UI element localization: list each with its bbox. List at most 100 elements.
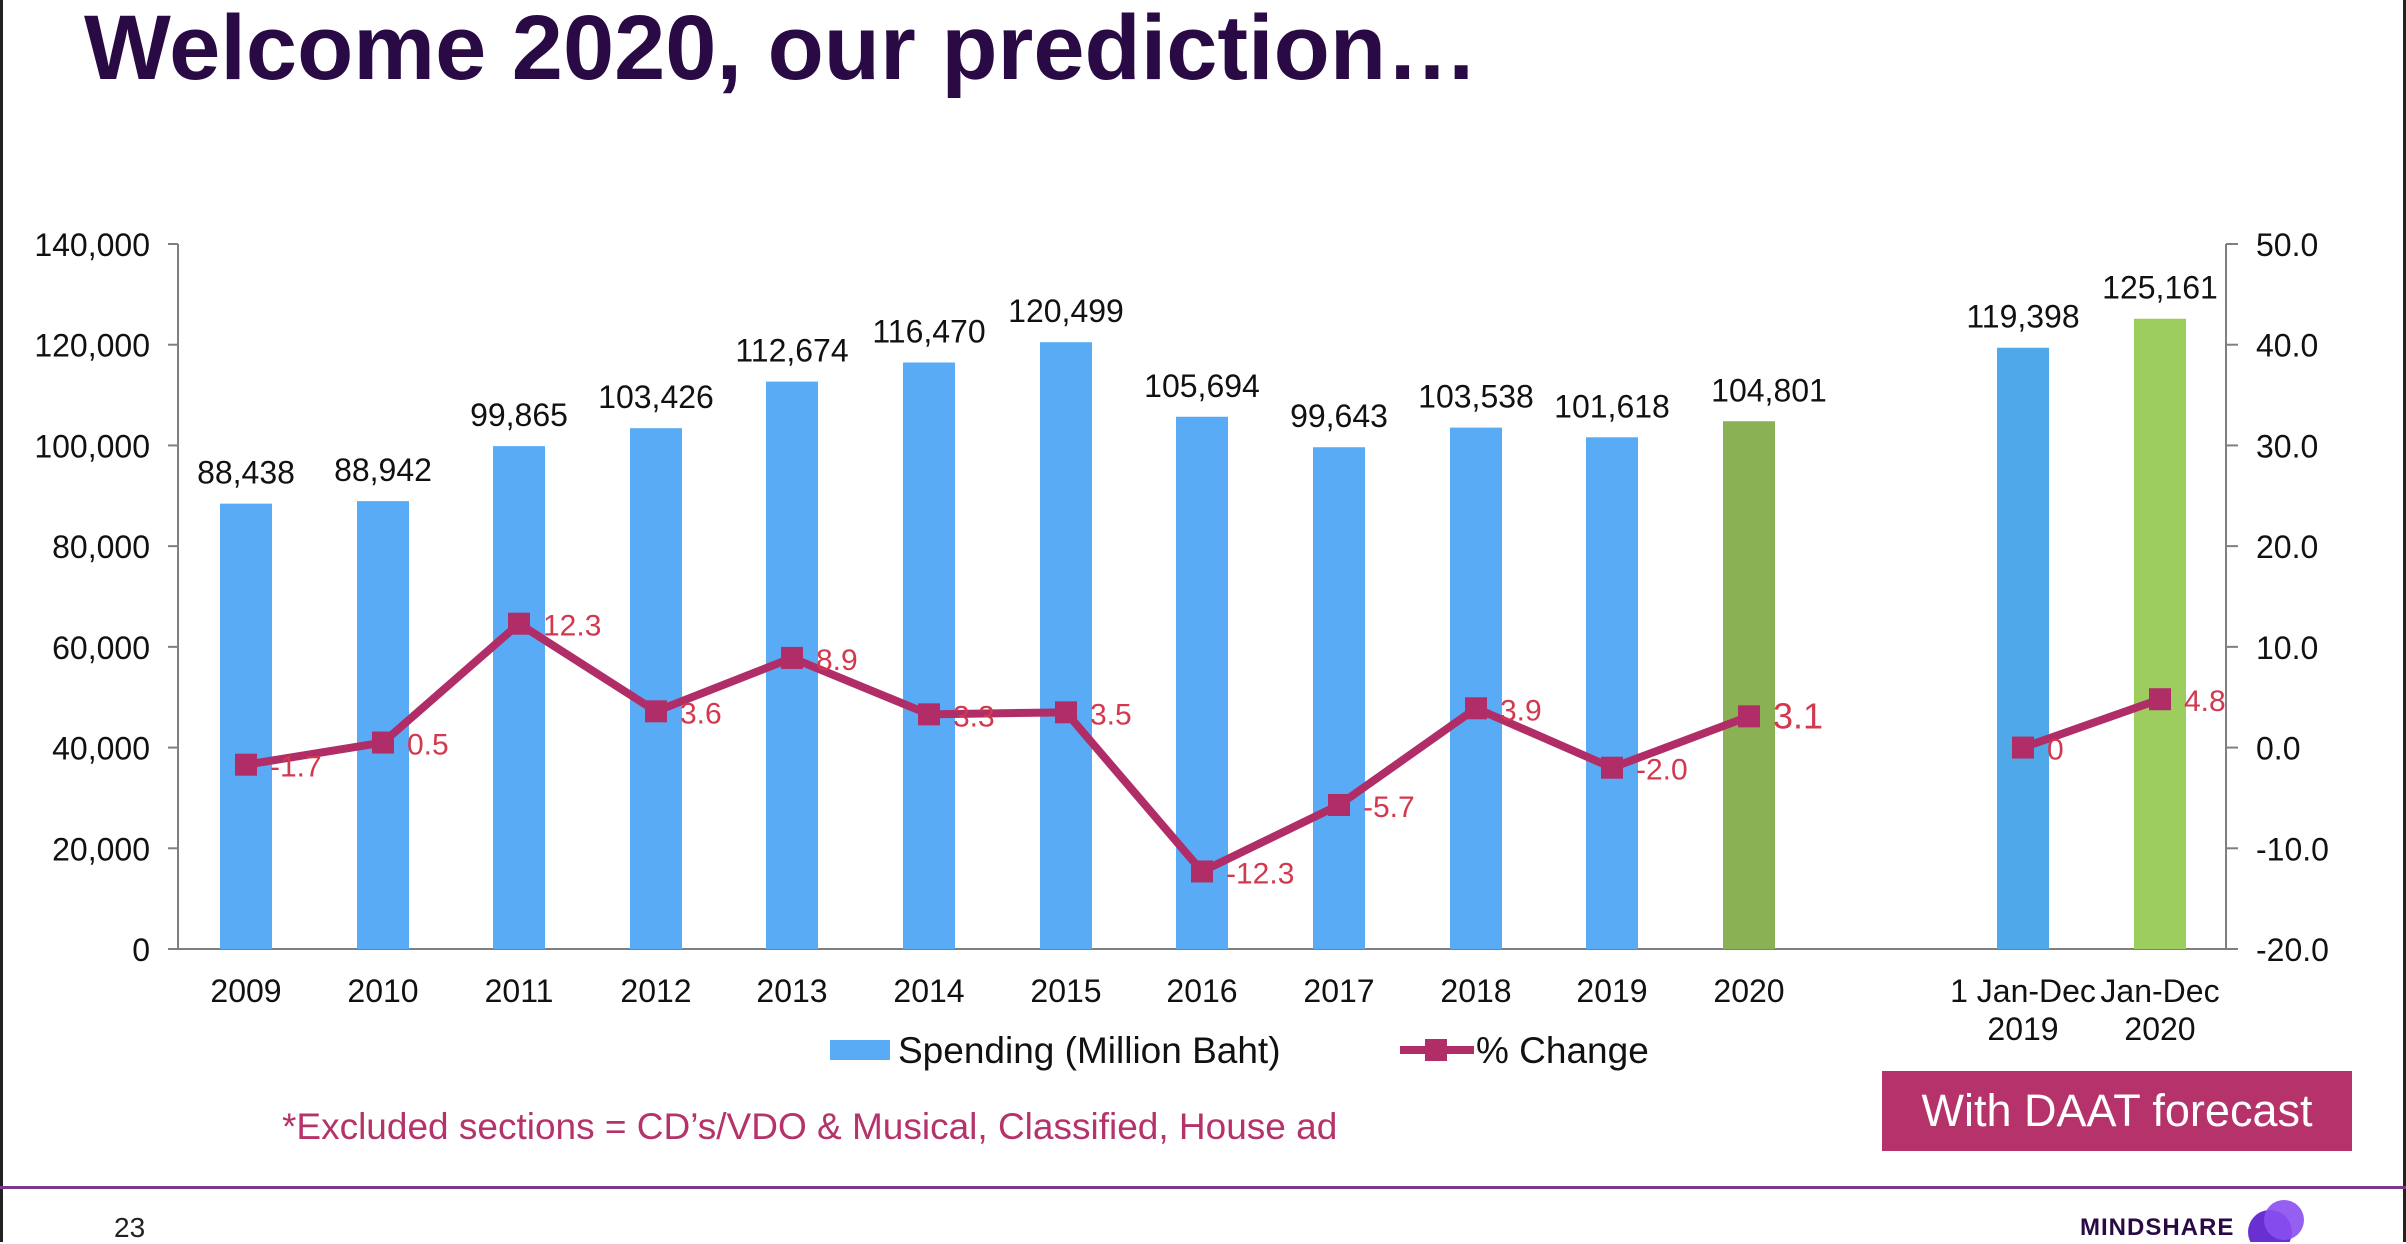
pct-change-label: 3.5 xyxy=(1090,698,1132,731)
y-right-tick-label: 50.0 xyxy=(2256,227,2318,263)
pct-change-label: -2.0 xyxy=(1636,754,1688,787)
pct-change-marker xyxy=(1738,705,1760,728)
pct-change-marker xyxy=(235,753,257,776)
x-tick-label: 2019 xyxy=(1987,1011,2058,1047)
x-tick-label: 2010 xyxy=(347,973,418,1009)
bar-2011 xyxy=(493,446,545,949)
y-right-tick-label: -20.0 xyxy=(2256,932,2329,968)
bar-value-label: 103,426 xyxy=(598,379,714,415)
bar-value-label: 99,643 xyxy=(1290,398,1388,434)
bar-value-label: 125,161 xyxy=(2102,270,2218,306)
bar-value-label: 99,865 xyxy=(470,397,568,433)
y-right-tick-label: 40.0 xyxy=(2256,328,2318,364)
pct-change-marker xyxy=(2149,688,2171,711)
y-left-tick-label: 80,000 xyxy=(52,529,150,565)
pct-change-marker xyxy=(372,731,394,754)
pct-change-marker xyxy=(918,703,940,726)
bar-value-label: 112,674 xyxy=(735,333,848,369)
slide-frame-left xyxy=(0,0,3,1242)
x-tick-label: 2018 xyxy=(1440,973,1511,1009)
bar-2014 xyxy=(903,362,955,949)
y-left-tick-label: 100,000 xyxy=(34,428,150,464)
bar-value-label: 119,398 xyxy=(1966,299,2079,335)
x-tick-label: 2013 xyxy=(756,973,827,1009)
page-number: 23 xyxy=(114,1212,146,1243)
x-tick-label: 2012 xyxy=(620,973,691,1009)
pct-change-marker xyxy=(1055,701,1077,724)
pct-change-marker xyxy=(1328,793,1350,816)
pct-change-label: -5.7 xyxy=(1363,791,1415,824)
bar-value-label: 120,499 xyxy=(1008,293,1124,329)
y-left-tick-label: 20,000 xyxy=(52,831,150,867)
y-right-tick-label: 30.0 xyxy=(2256,428,2318,464)
pct-change-marker xyxy=(781,646,803,669)
bar-value-label: 103,538 xyxy=(1418,379,1534,415)
slide-frame-right xyxy=(2403,0,2406,1242)
pct-change-label: -12.3 xyxy=(1226,857,1294,890)
y-left-tick-label: 40,000 xyxy=(52,731,150,767)
bar-2012 xyxy=(630,428,682,949)
pct-change-label: 0.5 xyxy=(407,729,449,762)
brand-mark-icon xyxy=(2240,1200,2305,1242)
x-tick-label: 2017 xyxy=(1303,973,1374,1009)
y-left-tick-label: 120,000 xyxy=(34,328,150,364)
pct-change-marker xyxy=(508,612,530,635)
pct-change-marker xyxy=(645,700,667,723)
x-tick-label: 2014 xyxy=(893,973,964,1009)
y-right-tick-label: 10.0 xyxy=(2256,630,2318,666)
legend-label-pct-change: % Change xyxy=(1476,1030,1649,1071)
y-left-tick-label: 60,000 xyxy=(52,630,150,666)
chart-legend: Spending (Million Baht) % Change xyxy=(830,1030,1649,1071)
x-tick-labels: 2009 2010 2011 2012 2013 2014 2015 2016 2017 2018… xyxy=(210,973,2219,1047)
pct-change-marker xyxy=(1465,697,1487,720)
x-tick-label: 2019 xyxy=(1576,973,1647,1009)
bar-1-jan-dec-2019 xyxy=(1997,347,2049,949)
x-tick-label: 2015 xyxy=(1030,973,1101,1009)
daat-forecast-badge: With DAAT forecast xyxy=(1882,1071,2352,1151)
bar-value-label: 88,942 xyxy=(334,452,432,488)
bar-2020 xyxy=(1723,421,1775,950)
brand-name: MINDSHARE xyxy=(2080,1214,2235,1241)
x-tick-label: 2011 xyxy=(485,973,554,1009)
x-tick-label: 1 Jan-Dec xyxy=(1950,973,2096,1009)
y-right-tick-label: -10.0 xyxy=(2256,831,2329,867)
bar-value-label: 105,694 xyxy=(1144,368,1260,404)
x-tick-label: Jan-Dec xyxy=(2100,973,2219,1009)
pct-change-label: 8.9 xyxy=(816,644,858,677)
pct-change-label: 12.3 xyxy=(543,610,601,643)
legend-swatch-marker xyxy=(1425,1039,1447,1061)
footnote: *Excluded sections = CD’s/VDO & Musical,… xyxy=(282,1106,1338,1147)
bar-jan-dec-2020 xyxy=(2134,318,2186,949)
pct-change-label: 3.9 xyxy=(1500,694,1542,727)
bar-value-label: 116,470 xyxy=(872,313,985,349)
bar-2009 xyxy=(220,503,272,949)
bar-2019 xyxy=(1586,437,1638,949)
page-title: Welcome 2020, our prediction… xyxy=(84,0,1479,99)
pct-change-label: 3.1 xyxy=(1773,695,1823,736)
y-right-tick-label: 20.0 xyxy=(2256,529,2318,565)
pct-change-line-annual xyxy=(245,619,1751,876)
bar-value-label: 104,801 xyxy=(1711,372,1827,408)
bar-2018 xyxy=(1450,427,1502,950)
pct-change-label: 4.8 xyxy=(2184,685,2226,718)
pct-change-label: -1.7 xyxy=(270,751,322,784)
bar-2015 xyxy=(1040,342,1092,949)
x-tick-label: 2020 xyxy=(1713,973,1784,1009)
bar-series xyxy=(220,318,2186,950)
bar-value-label: 101,618 xyxy=(1554,388,1670,424)
bar-data-labels: 88,438 88,942 99,865 103,426 112,674 116,470 1… xyxy=(197,270,2218,491)
y-right-tick-label: 0.0 xyxy=(2256,731,2300,767)
pct-change-line-jan-dec xyxy=(2021,695,2162,752)
pct-change-marker xyxy=(1601,756,1623,779)
pct-change-marker xyxy=(2012,736,2034,759)
brand-logo: MINDSHARE xyxy=(2080,1200,2305,1242)
legend-label-spending: Spending (Million Baht) xyxy=(898,1030,1281,1071)
x-tick-label: 2016 xyxy=(1166,973,1237,1009)
y-left-tick-label: 140,000 xyxy=(34,227,150,263)
bar-value-label: 88,438 xyxy=(197,455,295,491)
line-data-labels: -1.7 0.5 12.3 3.6 8.9 3.3 3.5 -12.3 -5.7 3.9 -2.0 3… xyxy=(270,610,2226,891)
pct-change-label: 0 xyxy=(2047,734,2064,767)
bar-2017 xyxy=(1313,447,1365,949)
pct-change-marker xyxy=(1191,860,1213,883)
